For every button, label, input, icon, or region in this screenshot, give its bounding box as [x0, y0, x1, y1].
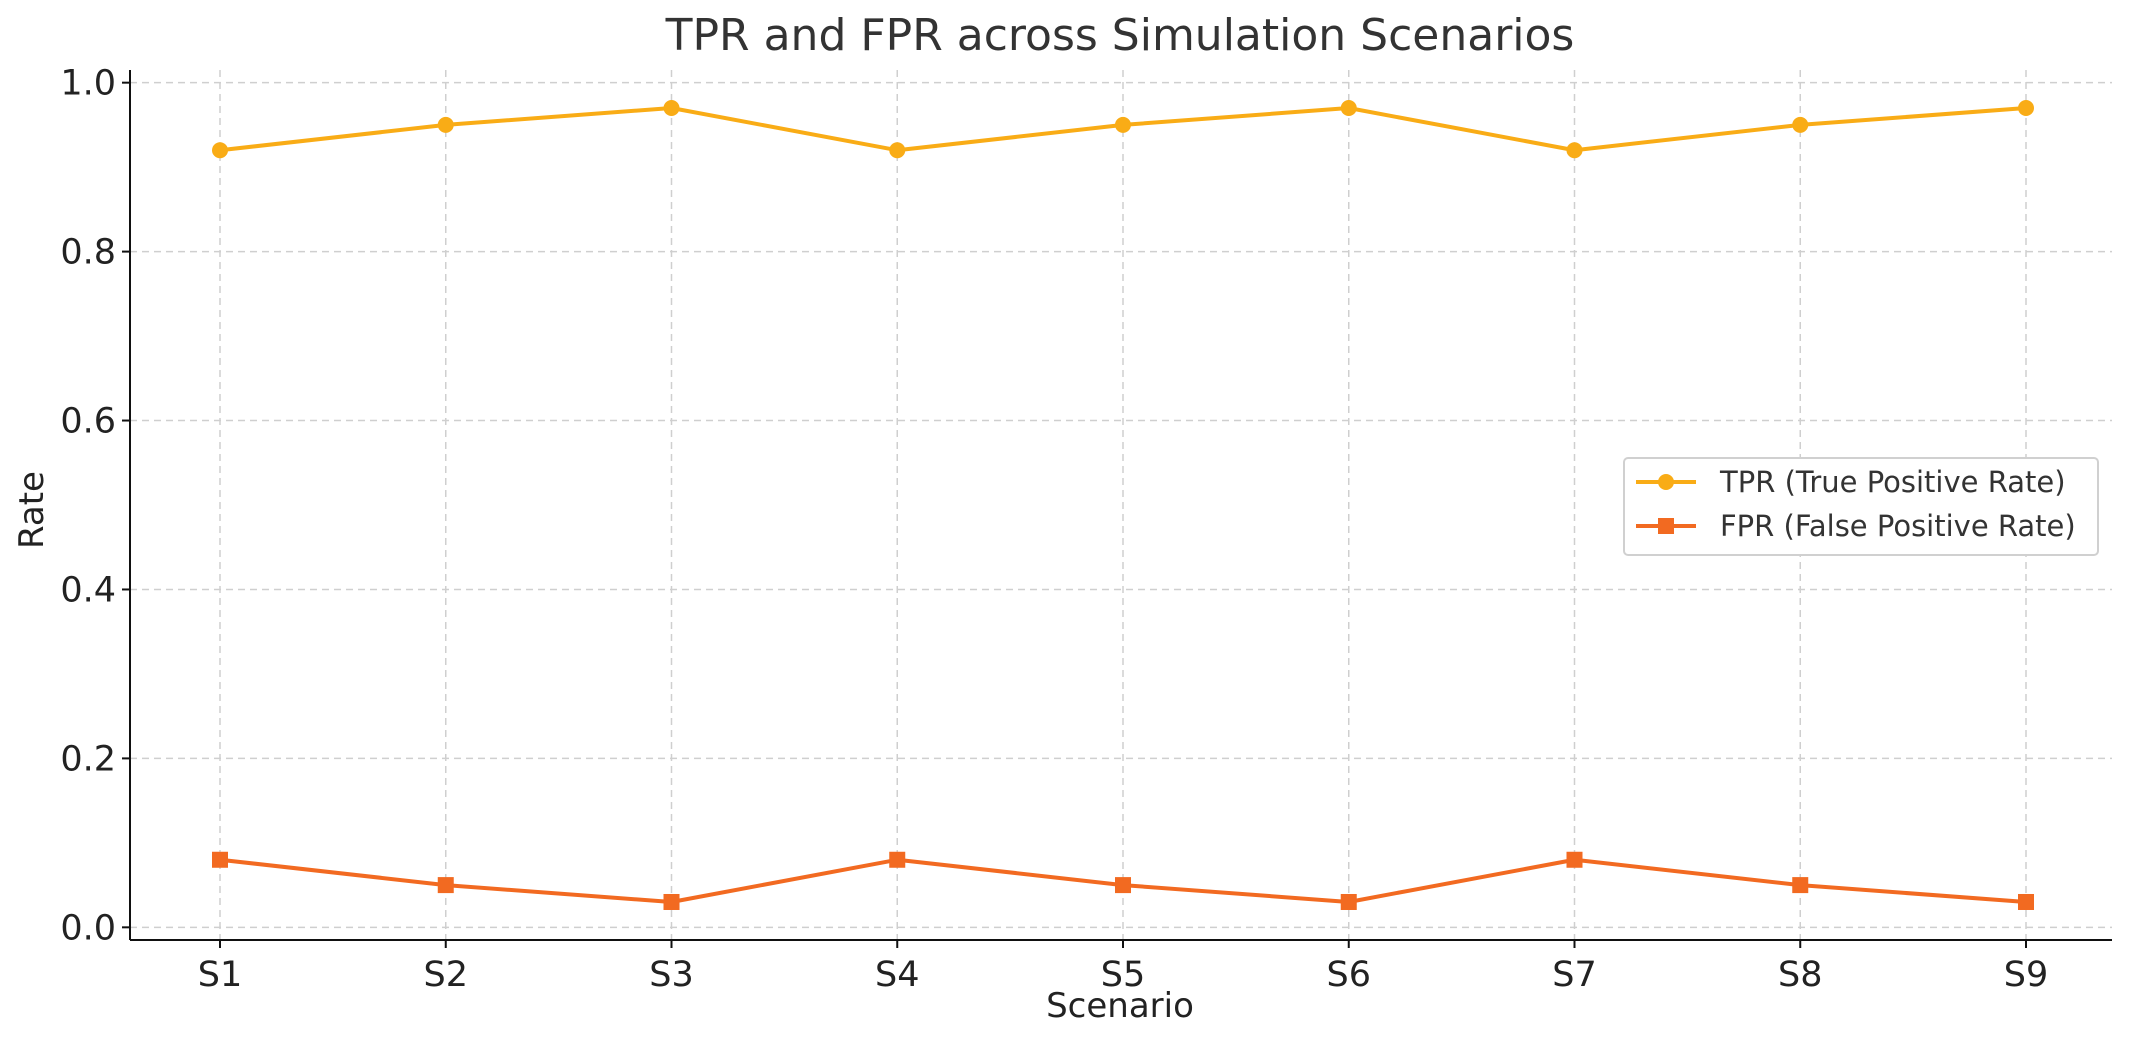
x-tick-label: S5	[1101, 955, 1146, 995]
legend-label-tpr: TPR (True Positive Rate)	[1719, 465, 2066, 499]
y-tick-label: 0.8	[60, 233, 116, 273]
x-axis-label: Scenario	[1046, 986, 1194, 1026]
data-point	[1340, 893, 1357, 910]
legend-marker-tpr	[1658, 474, 1674, 490]
data-point	[1340, 100, 1357, 117]
data-point	[2018, 100, 2034, 117]
y-tick-label: 0.4	[60, 570, 116, 610]
series-fpr	[212, 851, 2034, 910]
data-point	[437, 877, 454, 894]
data-point	[663, 100, 680, 117]
data-point	[1792, 877, 1809, 894]
y-tick-label: 0.6	[60, 402, 116, 442]
legend: TPR (True Positive Rate) FPR (False Posi…	[1623, 457, 2099, 556]
x-tick-label: S8	[1778, 955, 1823, 995]
vertical-gridlines	[219, 70, 2027, 940]
data-point	[212, 142, 228, 159]
legend-marker-fpr	[1658, 518, 1674, 534]
x-tick-label: S6	[1327, 955, 1372, 995]
horizontal-gridlines	[130, 81, 2112, 929]
y-axis-label: Rate	[12, 471, 52, 549]
data-point	[1566, 142, 1583, 159]
data-point	[663, 893, 680, 910]
x-tick-label: S4	[875, 955, 920, 995]
y-tick-label: 1.0	[60, 64, 116, 104]
data-point	[889, 851, 906, 868]
y-tick-label: 0.2	[60, 739, 116, 779]
data-point	[2018, 893, 2034, 910]
x-tick-label: S9	[2004, 955, 2049, 995]
data-point	[212, 851, 228, 868]
data-point	[1115, 116, 1131, 133]
x-axis-ticks: S1 S2 S3 S4 S5 S6 S7 S8 S9	[198, 940, 2049, 995]
x-tick-label: S1	[198, 955, 243, 995]
x-tick-label: S3	[649, 955, 694, 995]
data-point	[1566, 851, 1583, 868]
y-axis-ticks: 0.0 0.2 0.4 0.6 0.8 1.0	[60, 64, 130, 948]
series-layer	[212, 100, 2034, 910]
legend-entry-tpr: TPR (True Positive Rate)	[1636, 465, 2066, 499]
y-tick-label: 0.0	[60, 908, 116, 948]
legend-entry-fpr: FPR (False Positive Rate)	[1636, 509, 2076, 543]
x-tick-label: S7	[1552, 955, 1597, 995]
series-tpr	[212, 100, 2034, 159]
data-point	[1792, 116, 1809, 133]
data-point	[437, 116, 454, 133]
data-point	[889, 142, 906, 159]
chart-title: TPR and FPR across Simulation Scenarios	[665, 10, 1575, 61]
data-point	[1115, 877, 1131, 894]
x-tick-label: S2	[424, 955, 469, 995]
legend-frame	[1623, 457, 2099, 556]
legend-label-fpr: FPR (False Positive Rate)	[1720, 509, 2076, 543]
